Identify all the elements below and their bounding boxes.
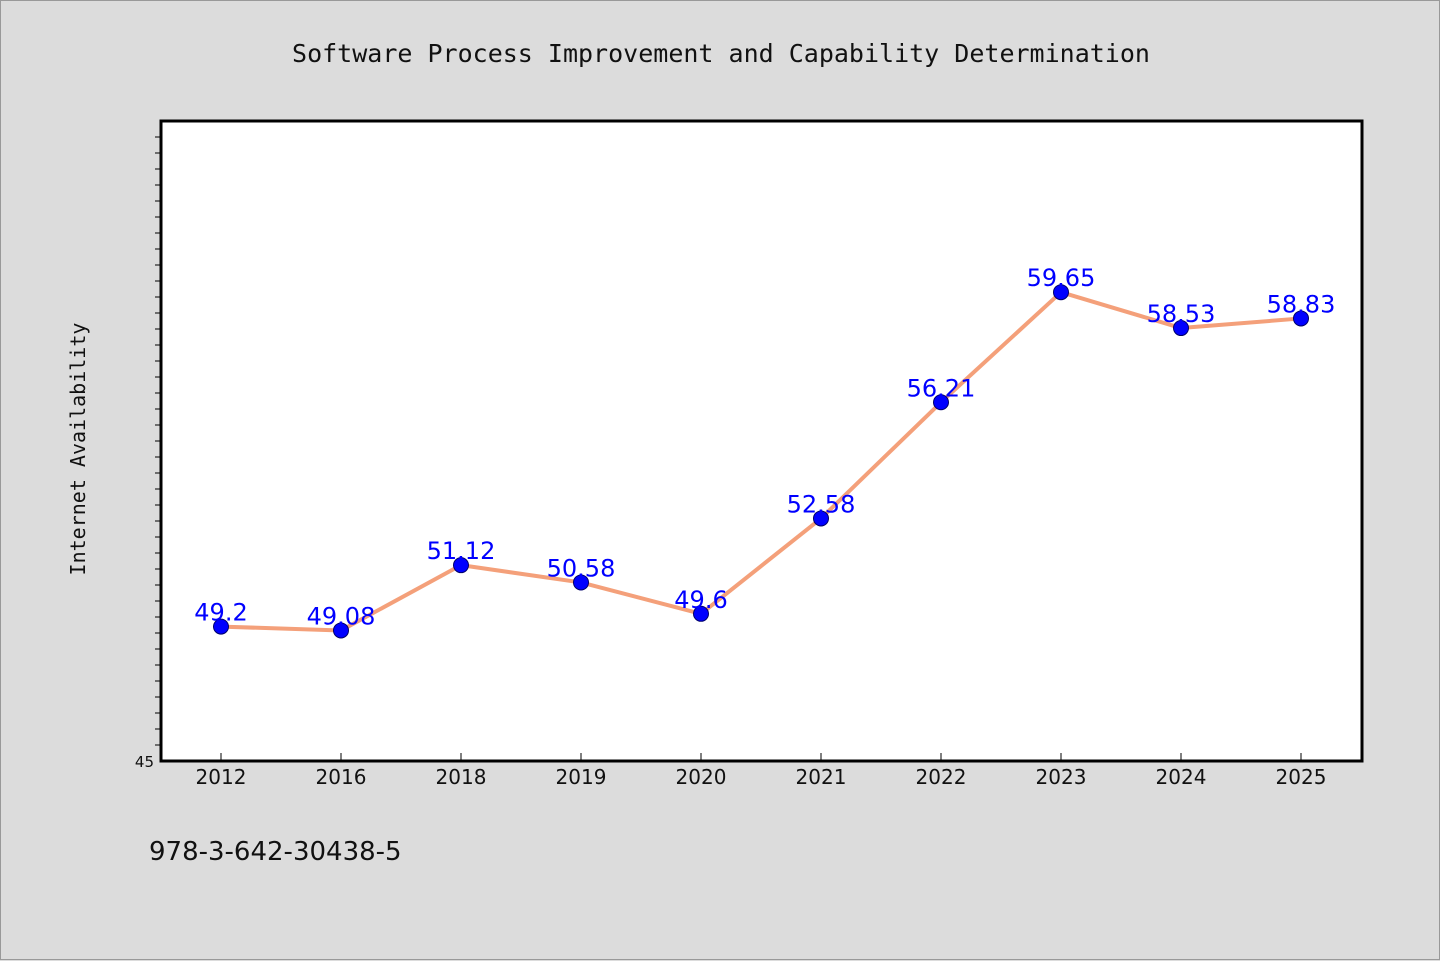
chart-title: Software Process Improvement and Capabil… [292,39,1150,68]
data-point [813,510,829,527]
data-label: 49.08 [307,602,376,630]
x-tick-label: 2012 [196,765,247,789]
data-label: 51.12 [427,537,496,565]
data-point [573,574,589,591]
data-label: 52.58 [787,490,856,518]
data-label: 49.6 [674,586,727,614]
data-label: 50.58 [547,554,616,582]
data-label: 58.53 [1147,300,1216,328]
data-label: 56.21 [907,374,976,402]
x-ticks: 2012 2016 2018 2019 2020 2021 2022 2023 2024 2025 [196,753,1327,789]
x-tick-label: 2019 [556,765,607,789]
y-tick-label: 45 [135,753,154,771]
data-point [933,394,949,411]
series-markers [213,284,1309,639]
x-tick-label: 2023 [1036,765,1087,789]
x-tick-label: 2016 [316,765,367,789]
y-axis-label: Internet Availability [66,323,90,576]
series-line [219,290,1303,633]
data-point [453,557,469,574]
data-point [333,622,349,639]
data-label: 58.83 [1267,290,1336,318]
x-tick-label: 2018 [436,765,487,789]
x-tick-label: 2021 [796,765,847,789]
isbn-text: 978-3-642-30438-5 [149,837,402,867]
data-point [213,618,229,635]
data-label: 49.2 [194,599,247,627]
plot-area [159,119,1364,763]
series-polyline [219,290,1303,633]
data-point [1293,310,1309,327]
x-tick-label: 2022 [916,765,967,789]
data-point [1053,284,1069,301]
data-labels: 49.2 49.08 51.12 50.58 49.6 52.58 56.21 59.65 58… [194,264,1335,630]
x-tick-label: 2020 [676,765,727,789]
data-point [1173,320,1189,337]
x-tick-label: 2025 [1276,765,1327,789]
y-ticks [155,136,161,746]
data-label: 59.65 [1027,264,1096,292]
x-tick-label: 2024 [1156,765,1207,789]
data-point [693,605,709,622]
